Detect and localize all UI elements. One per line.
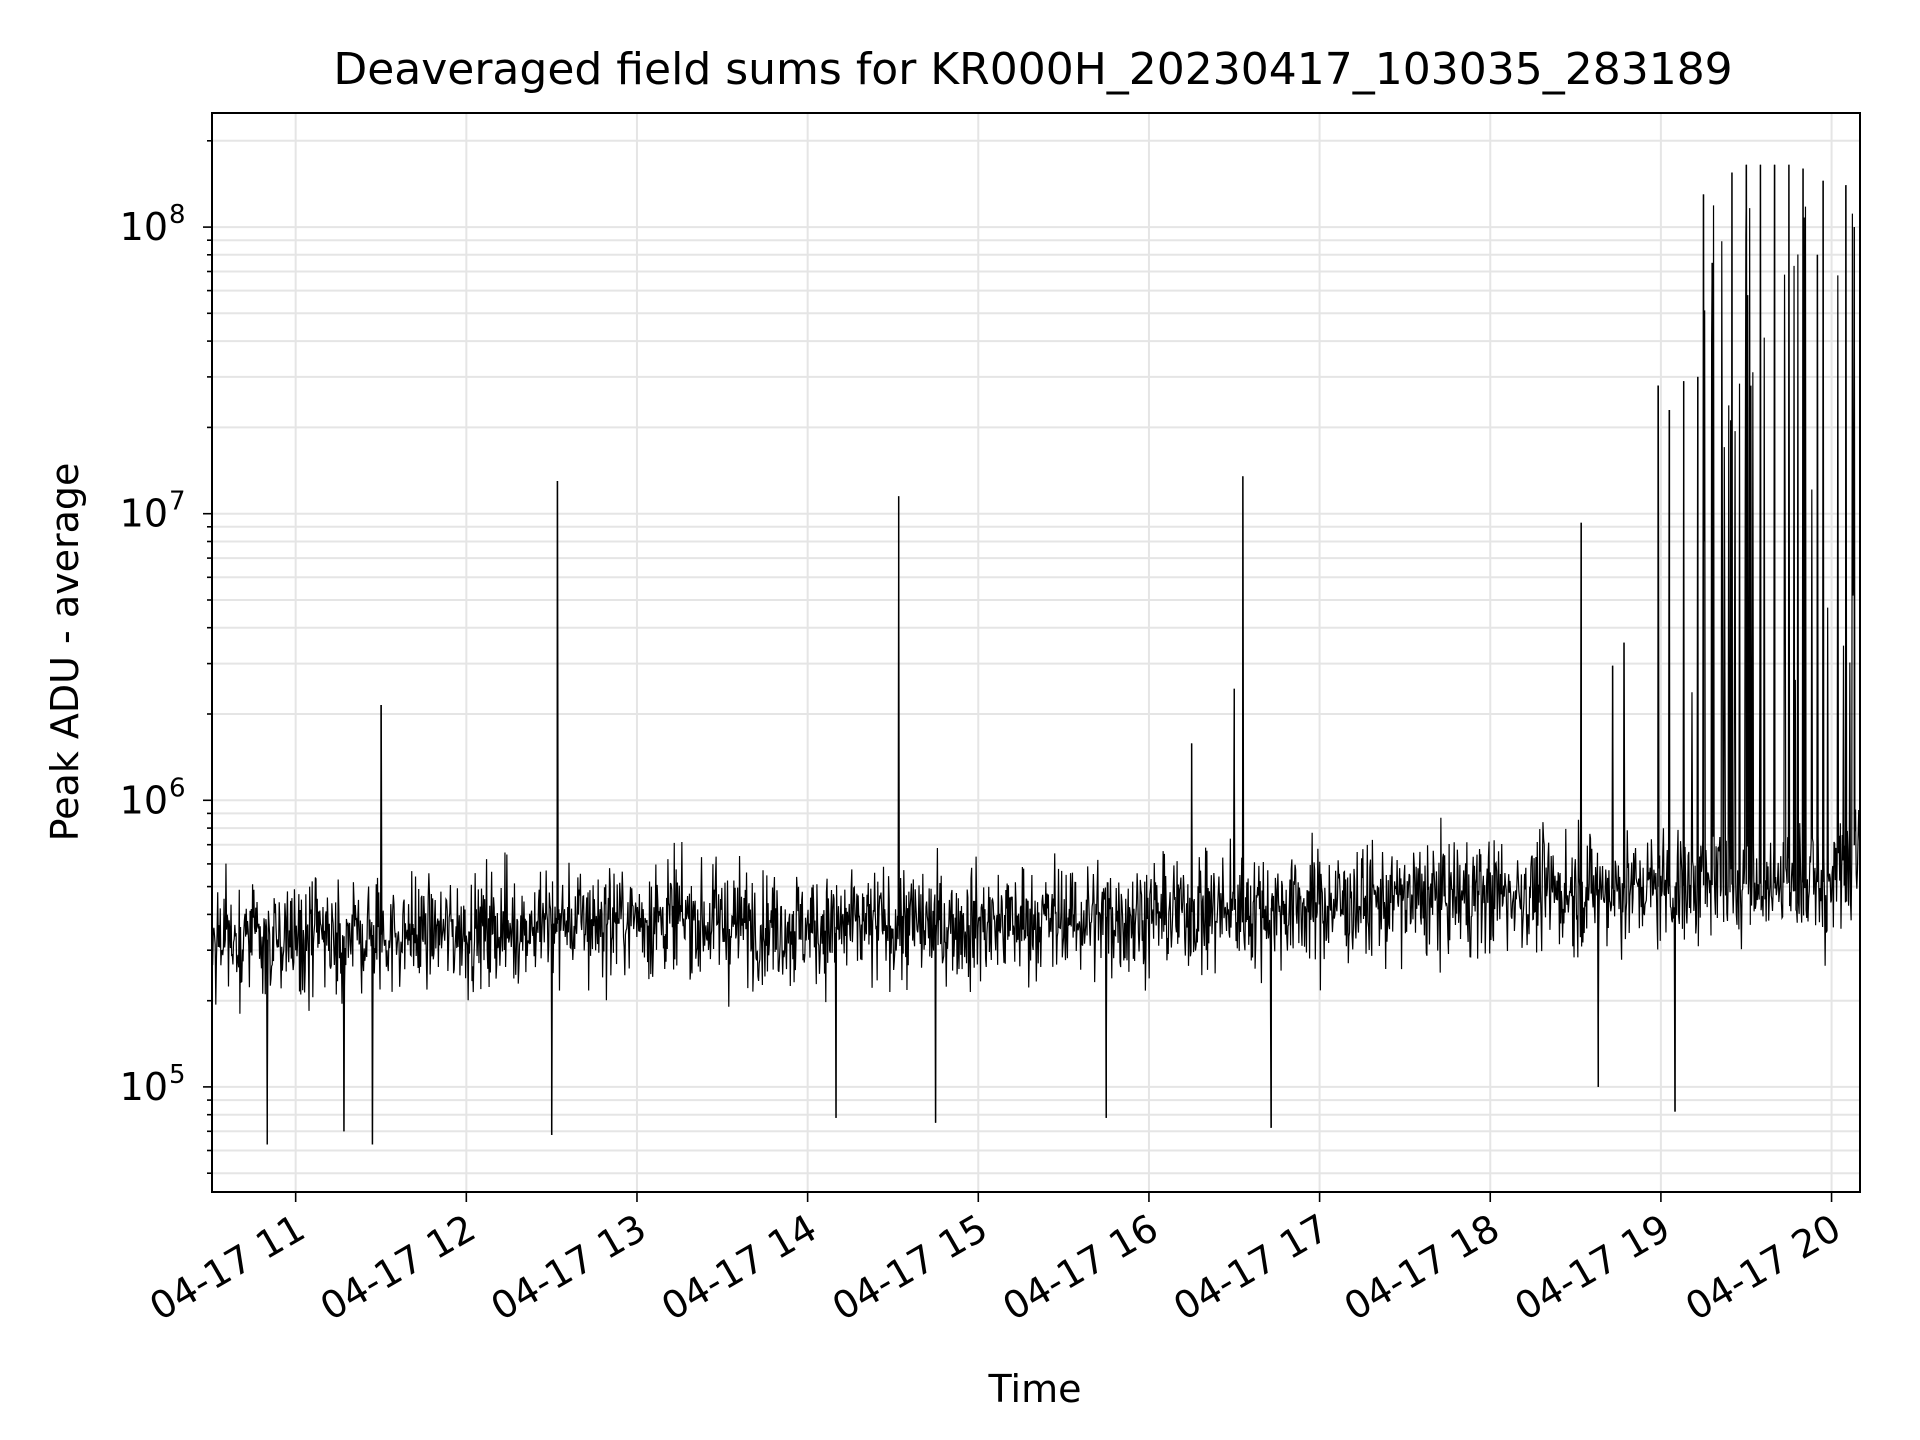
chart-title: Deaveraged field sums for KR000H_2023041… [333,44,1732,95]
plot-frame [211,112,1861,1193]
y-tick-exponent: 6 [169,773,186,803]
series-line-group [211,164,1861,1145]
series-line [211,164,1861,1145]
y-axis-label: Peak ADU - average [43,463,87,842]
y-tick-label: 10 [120,492,168,536]
y-tick-exponent: 8 [169,200,186,230]
y-tick-exponent: 5 [169,1060,186,1090]
y-tick-label: 10 [120,205,168,249]
y-tick-exponent: 7 [169,487,186,517]
y-tick-label: 10 [120,778,168,822]
y-tick-label: 10 [120,1065,168,1109]
x-axis-label: Time [988,1367,1082,1411]
